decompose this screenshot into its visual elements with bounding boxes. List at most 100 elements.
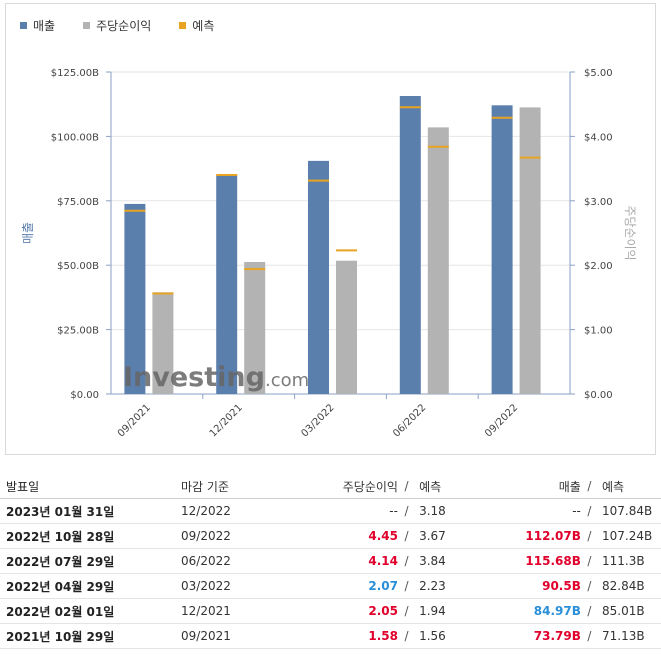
- y-right-tick-label: $3.00: [584, 197, 613, 208]
- bar-eps: [336, 260, 357, 394]
- revenue-cell: 115.68B: [525, 554, 581, 568]
- legend-swatch-eps: [83, 21, 91, 29]
- y-right-tick-label: $1.00: [584, 326, 613, 337]
- eps-cell: 1.58: [368, 629, 398, 643]
- x-tick-label: 09/2022: [483, 402, 520, 439]
- y-left-tick-label: $125.00B: [51, 68, 99, 79]
- eps-cell: --: [389, 504, 398, 518]
- table-row: 2022년 04월 29일 03/2022 2.07 / 2.23 90.5B / 82.84…: [0, 574, 661, 599]
- watermark-brand: Investing: [123, 362, 265, 393]
- revenue-cell: 112.07B: [525, 529, 581, 543]
- y-left-tick-label: $50.00B: [57, 261, 99, 272]
- table-row: 2022년 10월 28일 09/2022 4.45 / 3.67 112.07B / 107…: [0, 524, 661, 549]
- earnings-chart-panel: 매출 주당순이익 예측 $0.00 $0.00 $25.00B $1.00 $50.00…: [5, 3, 656, 455]
- date-cell: 2022년 04월 29일: [6, 579, 115, 594]
- slash-cell: /: [587, 629, 592, 643]
- table-row: 2021년 10월 29일 09/2021 1.58 / 1.56 73.79B / 71.1…: [0, 624, 661, 649]
- eps-cell: 4.45: [368, 529, 398, 543]
- y-left-tick-label: $100.00B: [51, 132, 99, 143]
- slash-cell: /: [404, 504, 409, 518]
- slash-cell: /: [587, 554, 592, 568]
- header-slash: /: [404, 479, 409, 493]
- eps-forecast-cell: 1.56: [419, 629, 446, 643]
- table-row: 2022년 07월 29일 06/2022 4.14 / 3.84 115.68B / 111…: [0, 549, 661, 574]
- period-cell: 12/2022: [181, 504, 231, 518]
- bar-eps: [519, 107, 541, 395]
- legend-label-forecast: 예측: [192, 18, 215, 33]
- y-right-tick-label: $2.00: [584, 261, 613, 272]
- revenue-cell: 73.79B: [533, 629, 581, 643]
- watermark-suffix: .com: [265, 370, 309, 391]
- header-revenue[interactable]: 매출: [558, 479, 581, 494]
- date-cell: 2022년 02월 01일: [6, 604, 115, 619]
- earnings-table: 발표일 마감 기준 주당순이익 / 예측 매출 / 예측 2023년 01월 3…: [0, 474, 661, 649]
- revenue-forecast-cell: 85.01B: [601, 604, 645, 618]
- revenue-forecast-cell: 107.84B: [601, 504, 653, 518]
- date-cell: 2021년 10월 29일: [6, 629, 115, 644]
- period-cell: 09/2022: [181, 529, 231, 543]
- revenue-forecast-cell: 71.13B: [601, 629, 645, 643]
- eps-cell: 2.05: [368, 604, 398, 618]
- eps-forecast-cell: 3.18: [419, 504, 446, 518]
- header-date[interactable]: 발표일: [6, 479, 40, 494]
- period-cell: 09/2021: [181, 629, 231, 643]
- eps-forecast-cell: 3.67: [419, 529, 446, 543]
- legend-label-eps: 주당순이익: [96, 18, 152, 33]
- slash-cell: /: [404, 604, 409, 618]
- date-cell: 2022년 10월 28일: [6, 529, 115, 544]
- legend-item-forecast[interactable]: 예측: [179, 16, 214, 34]
- chart-legend: 매출 주당순이익 예측: [20, 16, 242, 34]
- x-tick-label: 06/2022: [391, 402, 428, 439]
- y-right-axis-title: 주당순이익: [623, 205, 637, 260]
- header-slash: /: [587, 479, 592, 493]
- period-cell: 12/2021: [181, 604, 231, 618]
- header-period[interactable]: 마감 기준: [181, 479, 229, 494]
- slash-cell: /: [587, 604, 592, 618]
- slash-cell: /: [587, 579, 592, 593]
- eps-forecast-cell: 3.84: [419, 554, 446, 568]
- slash-cell: /: [404, 579, 409, 593]
- slash-cell: /: [404, 554, 409, 568]
- bar-revenue: [124, 203, 146, 394]
- legend-item-eps[interactable]: 주당순이익: [83, 16, 151, 34]
- header-eps-forecast[interactable]: 예측: [419, 479, 442, 494]
- header-revenue-forecast[interactable]: 예측: [601, 479, 625, 494]
- legend-item-revenue[interactable]: 매출: [20, 16, 55, 34]
- slash-cell: /: [587, 504, 592, 518]
- bar-eps: [152, 292, 174, 394]
- revenue-forecast-cell: 82.84B: [601, 579, 645, 593]
- y-left-tick-label: $75.00B: [57, 197, 99, 208]
- y-right-tick-label: $5.00: [584, 68, 613, 79]
- x-tick-label: 03/2022: [299, 402, 336, 439]
- earnings-chart: $0.00 $0.00 $25.00B $1.00 $50.00B $2.00 $75.00…: [21, 68, 637, 439]
- table-body: 2023년 01월 31일 12/2022 --/3.18 --/107.84B 202…: [0, 499, 661, 649]
- revenue-forecast-cell: 111.3B: [601, 554, 645, 568]
- date-cell: 2022년 07월 29일: [6, 554, 115, 569]
- revenue-cell: --: [572, 504, 581, 518]
- bar-revenue: [399, 96, 421, 394]
- eps-cell: 2.07: [368, 579, 398, 593]
- period-cell: 03/2022: [181, 579, 231, 593]
- bar-revenue: [491, 105, 513, 394]
- x-tick-label: 09/2021: [116, 402, 153, 439]
- bar-revenue: [308, 160, 329, 394]
- header-eps[interactable]: 주당순이익: [342, 479, 398, 494]
- eps-cell: 4.14: [368, 554, 398, 568]
- slash-cell: /: [404, 529, 409, 543]
- legend-swatch-revenue: [20, 21, 27, 29]
- period-cell: 06/2022: [181, 554, 231, 568]
- y-right-tick-label: $4.00: [584, 132, 613, 143]
- table-header: 발표일 마감 기준 주당순이익 / 예측 매출 / 예측: [0, 474, 661, 499]
- eps-forecast-cell: 1.94: [419, 604, 446, 618]
- y-right-tick-label: $0.00: [584, 390, 613, 401]
- slash-cell: /: [404, 629, 409, 643]
- bar-eps: [427, 127, 449, 394]
- revenue-forecast-cell: 107.24B: [601, 529, 653, 543]
- table-row: 2022년 02월 01일 12/2021 2.05 / 1.94 84.97B / 85.0…: [0, 599, 661, 624]
- y-left-axis-title: 매출: [21, 222, 35, 244]
- table-row: 2023년 01월 31일 12/2022 -- / 3.18 -- / 107.84B: [0, 499, 661, 524]
- date-cell: 2023년 01월 31일: [6, 504, 115, 519]
- revenue-cell: 84.97B: [533, 604, 581, 618]
- slash-cell: /: [587, 529, 592, 543]
- bar-revenue: [216, 175, 238, 394]
